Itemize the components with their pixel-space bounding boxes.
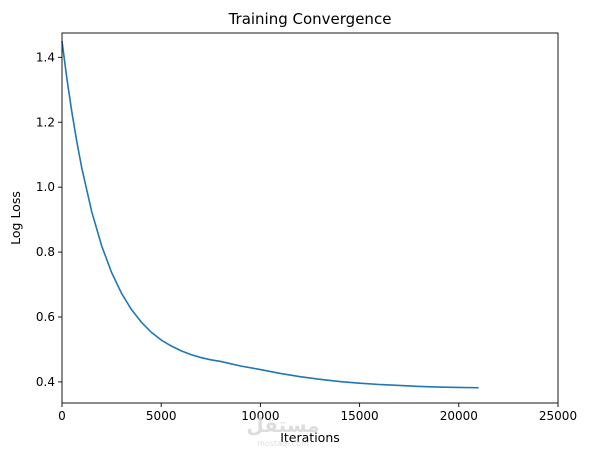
x-tick-label: 10000 <box>241 409 279 423</box>
y-tick-label: 1.0 <box>36 180 55 194</box>
watermark-text: مستقل <box>246 413 319 437</box>
y-tick-label: 1.2 <box>36 115 55 129</box>
x-axis: 0 5000 10000 15000 20000 25000 <box>58 403 577 423</box>
plot-area <box>61 32 559 404</box>
x-axis-label: Iterations <box>280 430 340 445</box>
watermark-subtext: mostaql.com <box>257 439 309 448</box>
x-tick-label: 5000 <box>146 409 177 423</box>
watermark: مستقل mostaql.com <box>246 413 319 448</box>
plot-frame <box>61 32 559 404</box>
x-tick-label: 15000 <box>341 409 379 423</box>
y-tick-label: 1.4 <box>36 50 55 64</box>
x-tick-label: 20000 <box>440 409 478 423</box>
y-tick-label: 0.4 <box>36 375 55 389</box>
y-tick-label: 0.8 <box>36 245 55 259</box>
y-tick-label: 0.6 <box>36 310 55 324</box>
x-tick-label: 25000 <box>539 409 577 423</box>
y-axis-label: Log Loss <box>8 191 23 245</box>
series-line-log-loss <box>61 41 479 389</box>
x-tick-label: 0 <box>58 409 66 423</box>
y-axis: 0.4 0.6 0.8 1.0 1.2 1.4 <box>36 50 62 389</box>
chart-title: Training Convergence <box>228 10 392 28</box>
